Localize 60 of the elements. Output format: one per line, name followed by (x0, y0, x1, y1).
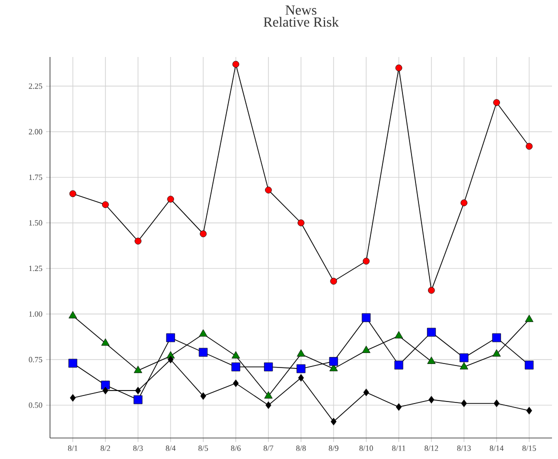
point (266, 401, 272, 409)
point (264, 362, 273, 372)
chart-title: News (286, 5, 316, 15)
point (428, 286, 435, 294)
point (134, 395, 142, 404)
point (101, 380, 110, 390)
point (198, 348, 208, 357)
point (362, 258, 370, 265)
point (395, 64, 402, 72)
point (524, 360, 534, 370)
point (231, 362, 240, 372)
point (102, 201, 109, 208)
point (362, 346, 370, 353)
point (199, 329, 208, 337)
point (167, 196, 174, 203)
point (460, 353, 468, 362)
point (68, 358, 78, 368)
point (232, 380, 239, 388)
point (296, 349, 306, 357)
point (493, 99, 500, 106)
point (298, 374, 304, 382)
point (525, 314, 534, 322)
point (101, 338, 110, 346)
point (329, 357, 338, 366)
chart-subtitle: Relative Risk (264, 16, 339, 27)
point (265, 186, 272, 194)
point (494, 400, 500, 408)
point (427, 328, 436, 337)
point (460, 199, 468, 206)
point (264, 391, 273, 399)
point (526, 406, 532, 414)
point (166, 333, 176, 342)
point (330, 418, 336, 426)
point (394, 331, 403, 338)
point (135, 386, 141, 394)
point (330, 278, 337, 285)
point (200, 392, 206, 400)
point (70, 394, 76, 402)
point (232, 60, 240, 68)
point (68, 311, 77, 318)
point (168, 356, 174, 364)
point (526, 142, 533, 150)
point (461, 400, 467, 408)
point (69, 190, 76, 198)
point (492, 349, 501, 357)
point (134, 366, 142, 374)
point (460, 362, 468, 370)
point (394, 360, 404, 370)
point (102, 386, 108, 394)
point (427, 356, 436, 364)
point (134, 238, 142, 244)
point (396, 403, 402, 411)
point (296, 364, 306, 374)
point (363, 388, 370, 396)
point (362, 313, 371, 322)
point (232, 351, 240, 358)
point (298, 219, 304, 226)
point (200, 230, 207, 238)
point (428, 396, 434, 404)
point (492, 333, 501, 342)
